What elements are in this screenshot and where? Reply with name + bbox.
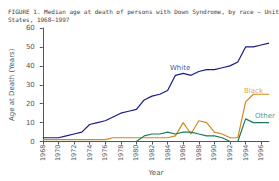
svg-text:1990: 1990	[210, 145, 218, 162]
svg-text:FIGURE 1. Median age at death: FIGURE 1. Median age at death of persons…	[8, 8, 279, 16]
svg-text:Black: Black	[244, 87, 264, 95]
svg-text:60: 60	[26, 24, 35, 32]
svg-text:1968: 1968	[39, 145, 47, 162]
svg-text:10: 10	[26, 119, 35, 127]
svg-text:1982: 1982	[148, 145, 156, 162]
svg-text:20: 20	[26, 100, 35, 108]
svg-text:1994: 1994	[242, 145, 250, 162]
svg-text:30: 30	[26, 81, 35, 89]
svg-text:White: White	[170, 64, 190, 72]
svg-text:1974: 1974	[86, 145, 94, 162]
svg-text:States, 1968–1997: States, 1968–1997	[8, 16, 70, 23]
svg-text:1992: 1992	[226, 145, 234, 162]
svg-text:50: 50	[26, 43, 35, 51]
svg-text:1970: 1970	[54, 145, 62, 162]
svg-text:1986: 1986	[179, 145, 187, 162]
svg-text:1980: 1980	[132, 145, 140, 162]
svg-text:1988: 1988	[195, 145, 203, 162]
svg-text:40: 40	[26, 62, 35, 70]
svg-text:1972: 1972	[70, 145, 78, 162]
svg-text:0: 0	[30, 138, 34, 146]
svg-text:1976: 1976	[101, 145, 109, 162]
svg-text:Other: Other	[255, 112, 275, 120]
svg-text:1978: 1978	[117, 145, 125, 162]
svg-text:1984: 1984	[164, 145, 172, 162]
svg-text:1996: 1996	[257, 145, 265, 162]
svg-text:Age at Death (Years): Age at Death (Years)	[8, 48, 16, 121]
svg-text:Year: Year	[147, 169, 163, 177]
